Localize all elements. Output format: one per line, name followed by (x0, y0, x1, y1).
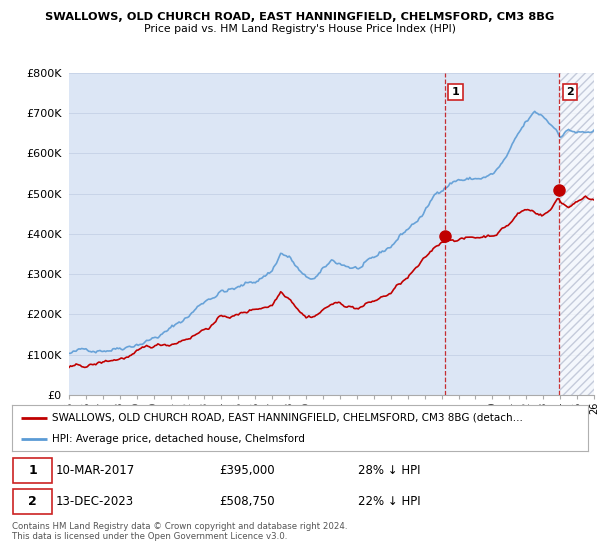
Text: HPI: Average price, detached house, Chelmsford: HPI: Average price, detached house, Chel… (52, 435, 305, 444)
Text: 22% ↓ HPI: 22% ↓ HPI (358, 495, 420, 508)
Text: Price paid vs. HM Land Registry's House Price Index (HPI): Price paid vs. HM Land Registry's House … (144, 24, 456, 34)
Text: 28% ↓ HPI: 28% ↓ HPI (358, 464, 420, 477)
Text: 1: 1 (452, 87, 460, 97)
Text: 2: 2 (28, 495, 37, 508)
Text: £395,000: £395,000 (220, 464, 275, 477)
FancyBboxPatch shape (13, 489, 52, 514)
FancyBboxPatch shape (13, 458, 52, 483)
Text: £508,750: £508,750 (220, 495, 275, 508)
Text: 2: 2 (566, 87, 574, 97)
Text: 13-DEC-2023: 13-DEC-2023 (55, 495, 133, 508)
Text: SWALLOWS, OLD CHURCH ROAD, EAST HANNINGFIELD, CHELMSFORD, CM3 8BG: SWALLOWS, OLD CHURCH ROAD, EAST HANNINGF… (46, 12, 554, 22)
Text: Contains HM Land Registry data © Crown copyright and database right 2024.
This d: Contains HM Land Registry data © Crown c… (12, 522, 347, 542)
Text: 1: 1 (28, 464, 37, 477)
Text: SWALLOWS, OLD CHURCH ROAD, EAST HANNINGFIELD, CHELMSFORD, CM3 8BG (detach…: SWALLOWS, OLD CHURCH ROAD, EAST HANNINGF… (52, 413, 523, 423)
Text: 10-MAR-2017: 10-MAR-2017 (55, 464, 134, 477)
